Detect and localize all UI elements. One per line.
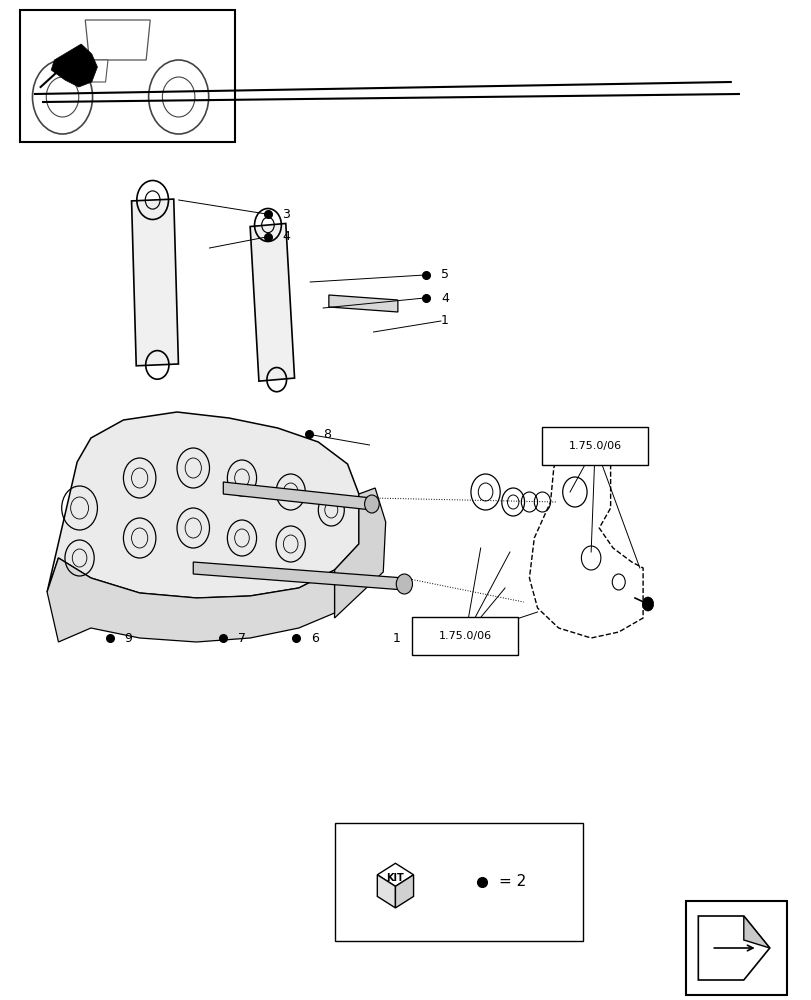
Text: 4: 4 [282, 231, 290, 243]
Text: 7: 7 [238, 632, 246, 645]
Text: 6: 6 [311, 632, 319, 645]
Text: 1: 1 [440, 314, 448, 328]
Polygon shape [81, 60, 108, 82]
Circle shape [396, 574, 412, 594]
Text: 1.75.0/06: 1.75.0/06 [438, 631, 491, 641]
Circle shape [364, 495, 379, 513]
Polygon shape [250, 223, 294, 381]
Polygon shape [47, 412, 358, 598]
FancyBboxPatch shape [685, 901, 786, 995]
Text: 4: 4 [440, 292, 448, 304]
Polygon shape [193, 562, 404, 590]
Polygon shape [377, 863, 413, 886]
Text: = 2: = 2 [499, 874, 526, 890]
Polygon shape [47, 558, 334, 642]
FancyBboxPatch shape [334, 823, 582, 941]
Circle shape [611, 574, 624, 590]
Polygon shape [395, 875, 413, 908]
Polygon shape [131, 199, 178, 366]
Polygon shape [85, 20, 150, 60]
Polygon shape [377, 875, 395, 908]
Bar [20, 10, 235, 142]
Text: 3: 3 [282, 208, 290, 221]
Polygon shape [223, 482, 371, 510]
Text: 5: 5 [440, 268, 448, 282]
FancyBboxPatch shape [542, 427, 647, 465]
FancyBboxPatch shape [412, 617, 517, 655]
Text: 9: 9 [124, 632, 132, 645]
Text: 8: 8 [323, 428, 331, 440]
Polygon shape [328, 295, 397, 312]
Polygon shape [51, 44, 97, 87]
Text: 1: 1 [392, 632, 400, 645]
Text: KIT: KIT [386, 873, 404, 883]
Polygon shape [334, 488, 385, 618]
Circle shape [642, 597, 653, 611]
Text: 1.75.0/06: 1.75.0/06 [568, 441, 621, 451]
Polygon shape [697, 916, 769, 980]
Polygon shape [743, 916, 769, 948]
